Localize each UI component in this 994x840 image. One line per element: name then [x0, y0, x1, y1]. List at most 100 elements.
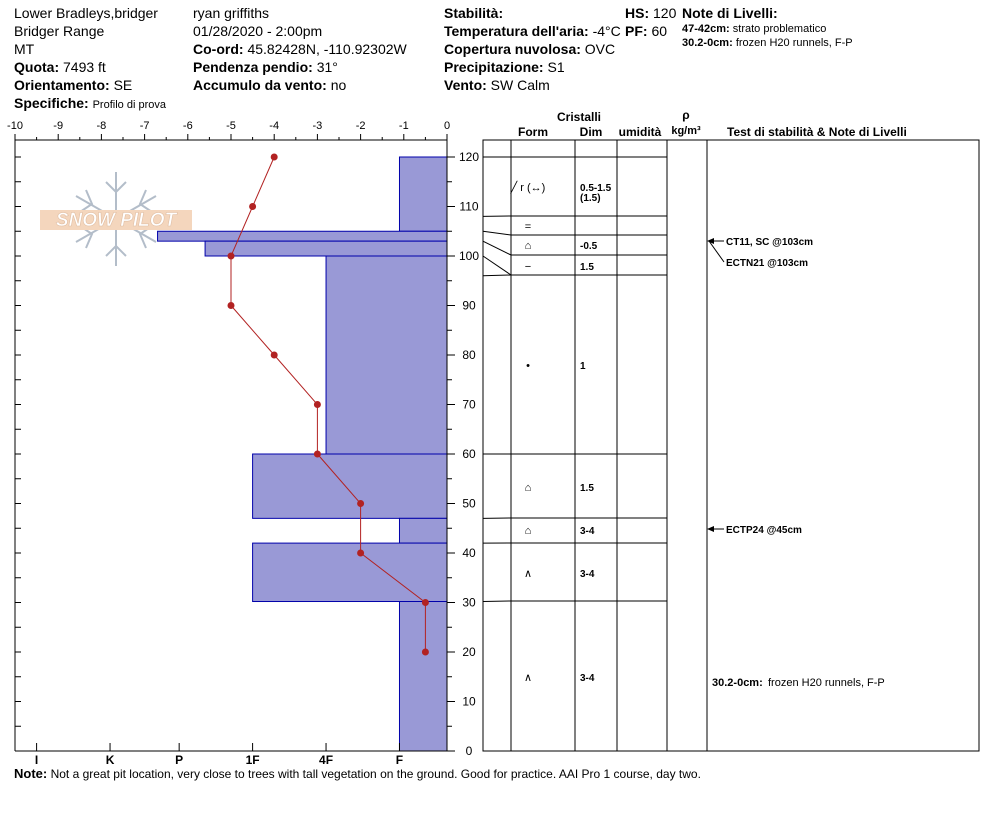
grain-form: =	[525, 221, 531, 233]
arrow-icon	[707, 526, 714, 532]
hardness-layer-bar	[398, 156, 448, 232]
hardness-layer-bar	[325, 255, 448, 455]
temperature-point	[357, 549, 365, 557]
observer: ryan griffiths	[193, 5, 269, 21]
temperature-point	[313, 450, 321, 458]
moisture-header: umidità	[619, 125, 662, 139]
grain-size: 1	[580, 361, 586, 372]
depth-connector	[482, 274, 512, 277]
precipitation: Precipitazione: S1	[444, 59, 565, 75]
hardness-layer-bar	[252, 453, 448, 519]
layer-note: 30.2-0cm: frozen H20 runnels, F-P	[682, 37, 853, 49]
depth-tick-label: 20	[462, 645, 476, 659]
hardness-layer-bar	[398, 601, 448, 752]
grain-form: ⌂	[525, 525, 532, 537]
layer-notes-block: Note di Livelli: 47-42cm: strato problem…	[682, 4, 853, 50]
hardness-axis: I K P 1F 4F F	[35, 743, 403, 767]
layer-note: 47-42cm: strato problematico	[682, 23, 827, 35]
hardness-tick-label: P	[175, 753, 183, 767]
stability: Stabilità:	[444, 5, 504, 21]
header-right: Stabilità: Temperatura dell'aria: -4°C C…	[444, 4, 621, 94]
hardness-layers	[14, 139, 448, 752]
location: Lower Bradleys,bridger	[14, 5, 158, 21]
temp-tick-label: -4	[269, 120, 279, 132]
snow-profile-chart: SNOW PILOT -10 -9 -8 -7 -6 -5 -4 -3 -2 -1 0 I K P 1F 4…	[7, 108, 980, 767]
temp-tick-label: -10	[7, 120, 23, 132]
depth-tick-label: 70	[462, 398, 476, 412]
grain-size: 3-4	[580, 569, 595, 580]
temperature-point	[421, 648, 429, 656]
header-left: Lower Bradleys,bridger Bridger Range MT …	[14, 4, 166, 114]
grain-form: ⌂	[525, 482, 532, 494]
hardness-layer-bar	[252, 542, 448, 603]
depth-tick-label: 10	[462, 695, 476, 709]
temperature-axis: -10 -9 -8 -7 -6 -5 -4 -3 -2 -1 0	[7, 120, 450, 140]
crystal-rows: ╱ r (↔) 0.5-1.5(1.5) = ⌂ -0.5 − 1.5 • 1 ⌂ 1.5 ⌂ 3-4 ∧…	[510, 180, 612, 684]
depth-tick-label: 30	[462, 596, 476, 610]
depth-axis: 0 10 20 30 40 50 60 70 80 90 100 110 120	[15, 150, 479, 758]
temp-tick-label: -6	[183, 120, 193, 132]
layer-notes-title: Note di Livelli:	[682, 5, 778, 21]
depth-tick-label: 50	[462, 497, 476, 511]
depth-tick-label: 110	[459, 200, 478, 214]
depth-tick-label: 120	[459, 150, 479, 164]
grain-size: 0.5-1.5	[580, 183, 612, 194]
size-header: Dim	[580, 125, 603, 139]
grain-size: -0.5	[580, 241, 598, 252]
stability-test: ECTN21 @103cm	[726, 258, 808, 269]
datetime: 01/28/2020 - 2:00pm	[193, 23, 323, 39]
state: MT	[14, 41, 35, 57]
depth-connector	[482, 600, 512, 603]
stability-test: ECTP24 @45cm	[726, 525, 802, 536]
footer-note: Note: Not a great pit location, very clo…	[14, 766, 701, 781]
coordinates: Co-ord: 45.82428N, -110.92302W	[193, 41, 407, 57]
grain-size: 1.5	[580, 483, 594, 494]
crystal-table	[482, 139, 980, 752]
temp-tick-label: -1	[399, 120, 409, 132]
layer-note-label: 30.2-0cm:	[712, 677, 763, 689]
wind: Vento: SW Calm	[444, 77, 550, 93]
depth-tick-label: 100	[459, 249, 479, 263]
form-header: Form	[518, 125, 548, 139]
density-unit-header: kg/m³	[671, 125, 701, 137]
layer-note-text: frozen H20 runnels, F-P	[768, 677, 885, 689]
temp-tick-label: -7	[140, 120, 150, 132]
hardness-tick-label: 1F	[246, 753, 260, 767]
temperature-point	[227, 302, 235, 309]
temp-tick-label: 0	[444, 120, 450, 132]
stability-tests: CT11, SC @103cm ECTN21 @103cm ECTP24 @45cm…	[707, 237, 885, 689]
grain-size-secondary: (1.5)	[580, 193, 601, 204]
wind-loading: Accumulo da vento: no	[193, 77, 347, 93]
hardness-tick-label: F	[396, 753, 403, 767]
temperature-profile	[227, 153, 429, 656]
stability-test: CT11, SC @103cm	[726, 237, 813, 248]
temperature-point	[421, 599, 429, 606]
hardness-layer-bar	[204, 240, 448, 257]
rho-header: ρ	[682, 108, 689, 122]
temperature-point	[249, 203, 257, 210]
hardness-layer-bar	[398, 517, 448, 544]
snowpilot-logo: SNOW PILOT	[40, 172, 192, 266]
logo-text: SNOW PILOT	[56, 210, 178, 231]
temp-tick-label: -5	[226, 120, 236, 132]
grain-form: ∧	[524, 672, 532, 684]
aspect: Orientamento: SE	[14, 77, 133, 93]
grain-form: •	[526, 360, 530, 372]
temperature-point	[270, 351, 278, 359]
hardness-layer-bar	[157, 230, 448, 242]
arrow-icon	[707, 238, 714, 244]
header-middle: ryan griffiths 01/28/2020 - 2:00pm Co-or…	[193, 4, 407, 94]
grain-size: 3-4	[580, 673, 595, 684]
penetration-foot: PF: 60	[625, 23, 668, 39]
depth-connector	[482, 240, 512, 256]
depth-connector	[482, 230, 512, 236]
table-frame	[482, 139, 980, 752]
test-leader	[708, 240, 725, 263]
specifics: Specifiche: Profilo di prova	[14, 95, 166, 111]
temperature-point	[227, 252, 235, 260]
hardness-tick-label: K	[106, 753, 115, 767]
depth-connector	[482, 255, 512, 276]
mountain-range: Bridger Range	[14, 23, 105, 39]
hardness-tick-label: I	[35, 753, 38, 767]
stability-notes-header: Test di stabilità & Note di Livelli	[727, 125, 907, 139]
